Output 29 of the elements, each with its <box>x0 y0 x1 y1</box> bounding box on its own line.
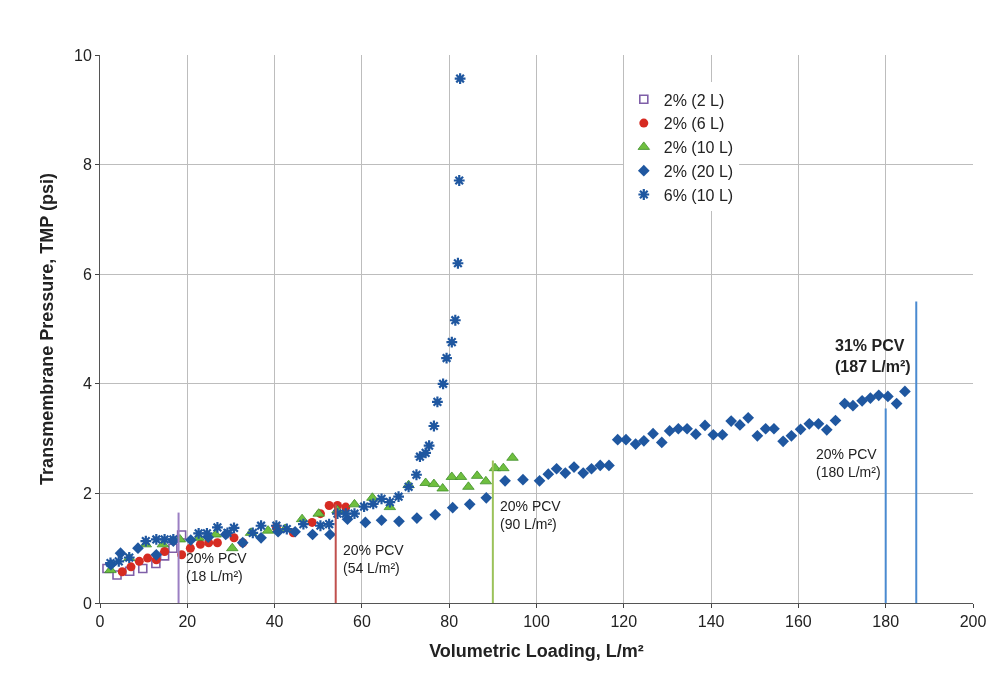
y-tick-label: 6 <box>82 265 92 283</box>
x-tick-label: 160 <box>785 613 812 631</box>
x-tick-label: 20 <box>178 613 197 631</box>
legend-label: 2% (10 L) <box>663 139 734 157</box>
x-tick-label: 100 <box>523 613 550 631</box>
x-tick-label: 120 <box>610 613 638 631</box>
y-tick-label: 4 <box>82 375 92 393</box>
y-tick-label: 2 <box>82 485 92 502</box>
x-tick-label: 140 <box>697 613 725 631</box>
legend-label: 2% (20 L) <box>663 162 734 180</box>
ref-line-label: 20% PCV (90 L/m²) <box>500 498 562 533</box>
legend-label: 2% (2 L) <box>663 91 725 109</box>
x-tick-label: 60 <box>353 613 371 631</box>
ref-line-label: 20% PCV (18 L/m²) <box>186 550 248 585</box>
x-tick-label: 80 <box>440 613 459 631</box>
x-tick-label: 200 <box>959 613 987 631</box>
x-tick-label: 0 <box>95 613 105 631</box>
y-tick-label: 0 <box>82 594 92 612</box>
x-tick-label: 40 <box>265 613 284 631</box>
ref-line-label: 31% PCV (187 L/m²) <box>835 337 911 375</box>
ref-line-label: 20% PCV (180 L/m²) <box>816 446 881 481</box>
y-tick-label: 8 <box>82 156 92 174</box>
y-axis-title: Transmembrane Pressure, TMP (psi) <box>37 173 58 485</box>
legend-label: 2% (6 L) <box>663 115 725 133</box>
y-tick-label: 10 <box>74 46 92 64</box>
legend-label: 6% (10 L) <box>663 186 734 204</box>
x-axis-title: Volumetric Loading, L/m² <box>429 641 644 662</box>
ref-line-label: 20% PCV (54 L/m²) <box>343 542 405 577</box>
x-tick-label: 180 <box>872 613 900 631</box>
